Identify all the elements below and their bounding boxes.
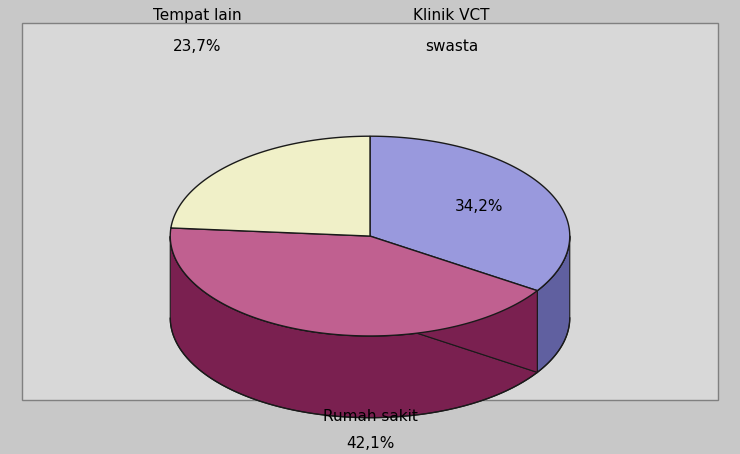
Polygon shape	[537, 236, 570, 372]
Polygon shape	[370, 136, 570, 291]
Text: Klinik VCT: Klinik VCT	[414, 8, 490, 23]
Text: 34,2%: 34,2%	[454, 199, 503, 214]
Polygon shape	[170, 228, 537, 336]
Polygon shape	[171, 136, 370, 236]
Text: Tempat lain: Tempat lain	[153, 8, 242, 23]
Polygon shape	[170, 237, 537, 418]
Text: 23,7%: 23,7%	[173, 39, 222, 54]
Text: 42,1%: 42,1%	[346, 436, 394, 451]
Polygon shape	[370, 236, 537, 372]
Polygon shape	[370, 236, 537, 372]
Text: swasta: swasta	[425, 39, 478, 54]
Text: Rumah sakit: Rumah sakit	[323, 409, 417, 424]
